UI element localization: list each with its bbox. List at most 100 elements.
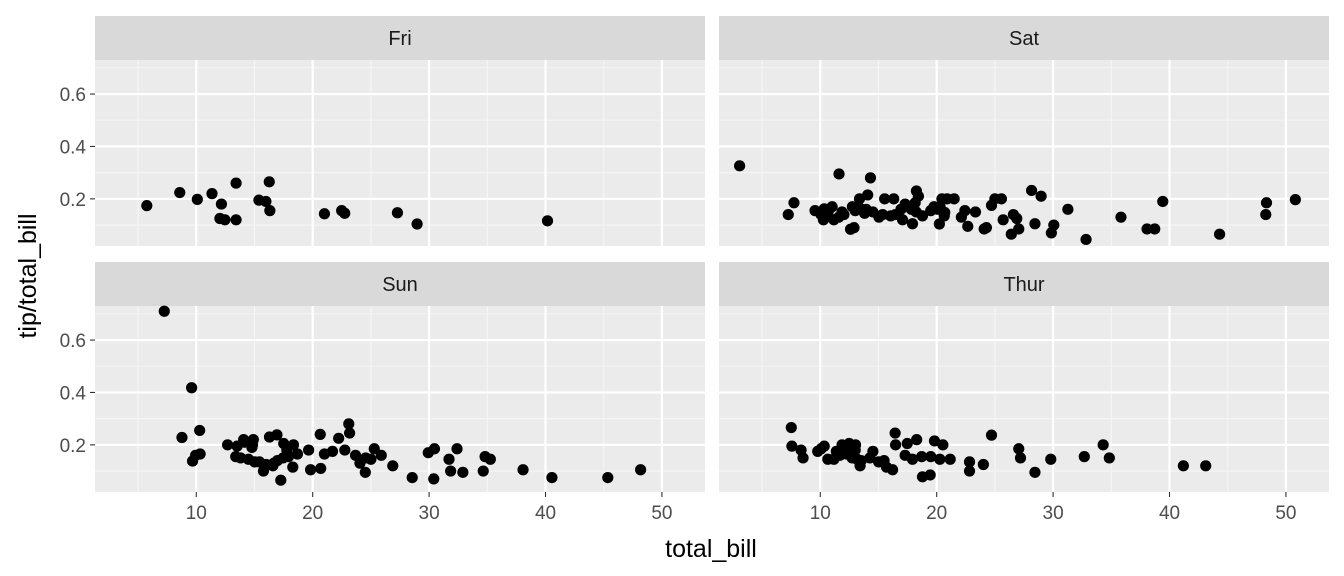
- data-point: [343, 418, 355, 430]
- data-point: [944, 453, 956, 465]
- data-point: [428, 473, 440, 485]
- data-point: [906, 453, 919, 465]
- y-tick-label: 0.4: [60, 383, 87, 404]
- x-tick-label: 20: [926, 503, 947, 524]
- data-point: [339, 207, 351, 219]
- data-point: [1177, 460, 1189, 472]
- data-point: [1029, 218, 1041, 230]
- data-point: [848, 222, 860, 234]
- y-tick-label: 0.2: [60, 436, 86, 457]
- data-point: [457, 466, 469, 478]
- data-point: [546, 471, 558, 484]
- data-point: [1141, 223, 1153, 235]
- points-sun: [158, 305, 647, 486]
- panel-sat: Sat: [719, 16, 1329, 246]
- data-point: [948, 193, 960, 205]
- data-point: [925, 451, 937, 463]
- data-point: [1213, 228, 1226, 240]
- data-point: [287, 439, 300, 451]
- panel-background: [95, 306, 705, 492]
- data-point: [387, 460, 399, 472]
- x-tick-label: 10: [810, 503, 831, 524]
- data-point: [867, 445, 879, 457]
- data-point: [1115, 211, 1127, 223]
- data-point: [174, 186, 186, 199]
- data-point: [391, 207, 404, 219]
- x-tick-label: 50: [651, 503, 672, 524]
- data-point: [1062, 203, 1074, 215]
- data-point: [963, 456, 976, 468]
- data-point: [785, 421, 797, 434]
- data-point: [1013, 223, 1025, 235]
- data-point: [934, 453, 946, 465]
- x-tick-label: 10: [186, 503, 207, 524]
- data-point: [889, 427, 901, 439]
- data-point: [980, 222, 992, 234]
- strip-background: [719, 16, 1329, 60]
- strip-background: [95, 262, 705, 306]
- data-point: [291, 448, 304, 460]
- data-point: [477, 465, 489, 477]
- data-point: [997, 214, 1009, 226]
- data-point: [864, 172, 877, 184]
- data-point: [375, 449, 387, 461]
- data-point: [359, 466, 371, 478]
- data-point: [969, 206, 982, 218]
- panel-background: [719, 60, 1329, 246]
- data-point: [186, 382, 198, 394]
- panel-thur: Thur: [719, 262, 1329, 492]
- data-point: [879, 193, 891, 205]
- data-point: [541, 215, 554, 227]
- data-point: [889, 439, 902, 451]
- data-point: [215, 198, 228, 210]
- data-point: [734, 160, 746, 172]
- data-point: [1035, 190, 1047, 202]
- data-point: [1014, 452, 1027, 464]
- y-axes: 0.2 0.4 0.6 0.2 0.4 0.6: [60, 85, 95, 457]
- data-point: [855, 454, 867, 467]
- data-point: [959, 205, 971, 217]
- data-point: [314, 428, 326, 440]
- data-point: [1149, 223, 1161, 235]
- strip-label-thur: Thur: [1003, 274, 1044, 296]
- panel-background: [719, 306, 1329, 492]
- data-point: [230, 214, 242, 226]
- data-point: [221, 439, 234, 451]
- data-point: [1045, 453, 1057, 465]
- strip-background: [719, 262, 1329, 306]
- strip-background: [95, 16, 705, 60]
- data-point: [977, 458, 989, 471]
- data-point: [1289, 194, 1301, 206]
- data-point: [194, 424, 206, 437]
- data-point: [937, 439, 949, 451]
- data-point: [326, 445, 339, 457]
- data-point: [797, 452, 809, 464]
- data-point: [263, 176, 275, 188]
- data-point: [862, 189, 874, 201]
- data-point: [287, 461, 299, 473]
- x-tick-label: 20: [302, 503, 323, 524]
- y-tick-label: 0.6: [60, 331, 86, 352]
- data-point: [928, 435, 941, 447]
- data-point: [939, 206, 951, 219]
- data-point: [194, 448, 206, 460]
- x-axes: 10 20 30 40 50 10 20 30 40 50: [186, 492, 1296, 524]
- data-point: [411, 218, 423, 230]
- panel-fri: Fri: [95, 16, 705, 246]
- data-point: [985, 429, 998, 441]
- strip-label-sun: Sun: [382, 274, 418, 296]
- x-tick-label: 50: [1275, 503, 1296, 524]
- data-point: [141, 200, 153, 212]
- data-point: [318, 208, 331, 220]
- data-point: [933, 218, 945, 230]
- data-point: [445, 465, 457, 477]
- points-fri: [141, 176, 554, 230]
- data-point: [247, 434, 259, 446]
- data-point: [995, 193, 1008, 205]
- data-point: [886, 464, 899, 476]
- data-point: [782, 208, 794, 221]
- strip-label-sat: Sat: [1009, 28, 1039, 50]
- data-point: [484, 453, 496, 465]
- data-point: [219, 214, 231, 226]
- data-point: [230, 177, 242, 189]
